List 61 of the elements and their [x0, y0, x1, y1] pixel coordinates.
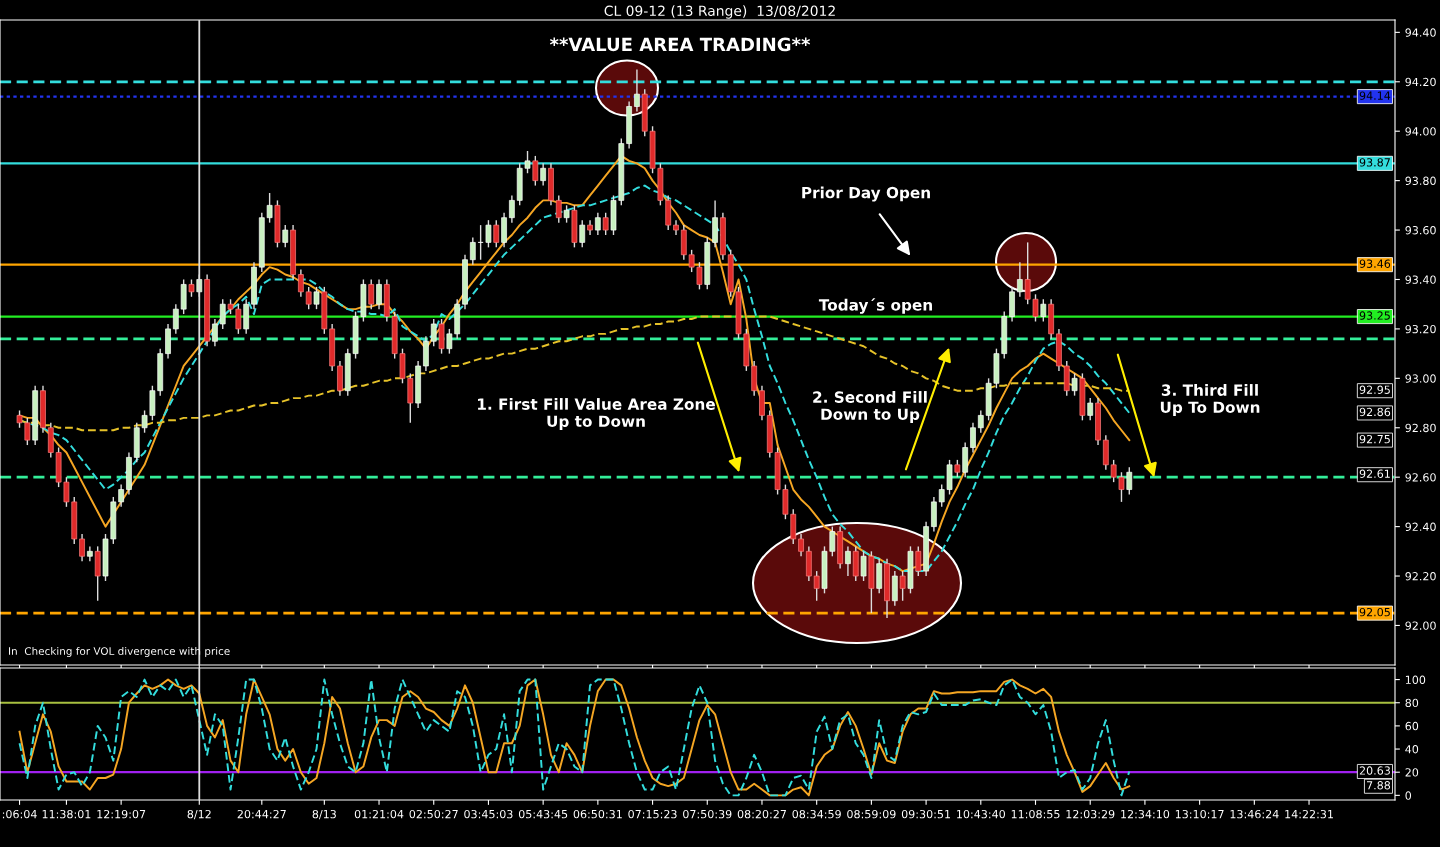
y-tick-label: 93.60 — [1405, 226, 1436, 235]
annotation: 7.88 — [1367, 781, 1391, 790]
x-tick-label: 13:10:17 — [1175, 809, 1224, 819]
x-tick-label: 8/13 — [312, 809, 336, 820]
x-tick-label: 07:50:39 — [683, 809, 732, 819]
annotation: 92.95 — [1359, 385, 1390, 394]
x-tick-label: 11:08:55 — [1011, 809, 1060, 819]
x-tick-label: 08:34:59 — [792, 809, 841, 819]
y-tick-label: 0 — [1405, 791, 1412, 800]
y-tick-label: 93.00 — [1405, 374, 1436, 383]
x-tick-label: 06:50:31 — [573, 809, 622, 819]
annotation: 92.61 — [1359, 469, 1390, 478]
x-tick-label: 08:59:09 — [847, 809, 896, 819]
x-tick-label: 12:19:07 — [97, 809, 146, 819]
x-tick-label: 12:34:10 — [1121, 809, 1170, 819]
y-tick-label: 93.20 — [1405, 324, 1436, 334]
y-tick-label: 80 — [1405, 698, 1419, 708]
x-tick-label: 01:21:04 — [354, 809, 404, 819]
annotation: 92.86 — [1359, 407, 1391, 417]
x-tick-label: 07:15:23 — [628, 809, 677, 819]
x-tick-label: 20:44:27 — [237, 809, 286, 819]
y-tick-label: 92.20 — [1405, 572, 1436, 581]
annotation: 3. Third Fill Up To Down — [1160, 384, 1260, 416]
y-tick-label: 93.80 — [1405, 176, 1436, 186]
y-tick-label: 100 — [1405, 675, 1426, 684]
annotation: Today´s open — [818, 298, 932, 314]
ref-line-label: 93.46 — [1359, 259, 1391, 268]
x-tick-label: 08:20:27 — [737, 809, 786, 819]
y-tick-label: 92.60 — [1405, 473, 1436, 482]
x-tick-label: 10:43:40 — [957, 809, 1006, 819]
y-tick-label: 92.00 — [1405, 621, 1436, 630]
chart-title: CL 09-12 (13 Range) 13/08/2012 — [604, 5, 835, 19]
annotation: 1. First Fill Value Area Zone Up to Down — [478, 398, 715, 430]
y-tick-label: 92.40 — [1405, 522, 1436, 531]
y-tick-label: 20 — [1405, 768, 1419, 777]
annotation: 92.75 — [1359, 434, 1390, 444]
x-tick-label: 11:38:01 — [42, 809, 91, 819]
annotation: 2. Second Fill Down to Up — [813, 391, 927, 423]
ref-line-label: 93.25 — [1359, 311, 1390, 320]
x-tick-label: 02:50:27 — [409, 809, 458, 819]
x-tick-label: :06:04 — [2, 809, 37, 819]
x-tick-label: 8/12 — [187, 809, 211, 820]
text: **VALUE AREA TRADING** — [549, 37, 811, 52]
ref-line-label: 92.05 — [1359, 607, 1390, 617]
y-tick-label: 60 — [1405, 721, 1419, 731]
x-tick-label: 09:30:51 — [901, 809, 951, 819]
y-tick-label: 92.80 — [1405, 423, 1436, 433]
x-tick-label: 05:43:45 — [518, 809, 568, 819]
y-tick-label: 94.00 — [1405, 127, 1436, 136]
x-tick-label: 12:03:29 — [1066, 809, 1115, 819]
x-tick-label: 03:45:03 — [464, 809, 513, 819]
annotation: Prior Day Open — [802, 186, 930, 202]
y-tick-label: 93.40 — [1405, 275, 1436, 284]
y-tick-label: 40 — [1405, 745, 1419, 754]
ref-line-label: 93.87 — [1359, 158, 1390, 167]
x-tick-label: 14:22:31 — [1285, 809, 1333, 819]
annotation: 20.63 — [1359, 766, 1390, 775]
x-tick-label: 13:46:24 — [1230, 809, 1279, 819]
y-tick-label: 94.20 — [1405, 77, 1436, 87]
ref-line-label: 94.14 — [1359, 91, 1391, 100]
y-tick-label: 94.40 — [1405, 28, 1436, 37]
